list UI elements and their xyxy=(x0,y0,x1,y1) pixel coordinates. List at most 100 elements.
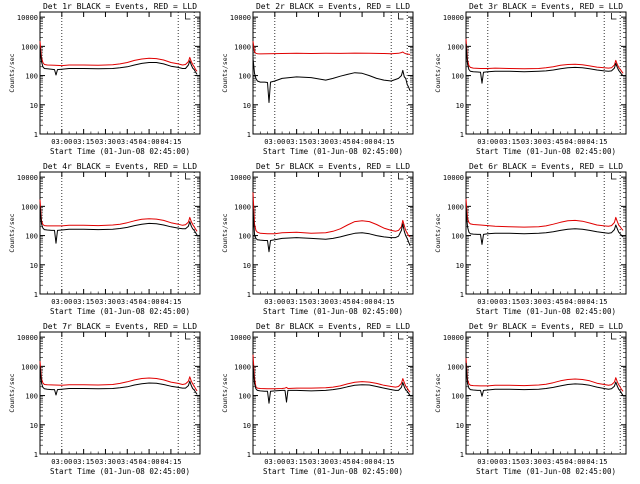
x-tick-label: 03:15 xyxy=(286,458,307,466)
x-tick-label: 04:00 xyxy=(352,138,373,146)
x-tick-label: 03:45 xyxy=(543,458,564,466)
x-tick-label: 04:00 xyxy=(139,458,160,466)
x-tick-label: 03:00 xyxy=(477,138,498,146)
y-tick-label: 1 xyxy=(247,131,251,139)
x-axis-label: Start Time (01-Jun-08 02:45:00) xyxy=(50,307,190,316)
detector-panel-5: Det 5r BLACK = Events, RED = LLD 1 10 100 10… xyxy=(221,162,414,316)
y-tick-label: 1 xyxy=(34,291,38,299)
interval-bracket-mark xyxy=(611,333,617,340)
y-tick-label: 1 xyxy=(34,131,38,139)
detector-panel-7: Det 7r BLACK = Events, RED = LLD 1 10 100 10… xyxy=(8,322,201,476)
x-tick-label: 03:45 xyxy=(117,298,138,306)
detector-panel-9: Det 9r BLACK = Events, RED = LLD 1 10 100 10… xyxy=(434,322,627,476)
y-tick-label: 100 xyxy=(25,233,38,241)
series-line-events xyxy=(252,209,411,253)
x-axis-label: Start Time (01-Jun-08 02:45:00) xyxy=(476,307,616,316)
x-tick-label: 03:45 xyxy=(330,298,351,306)
plot-frame xyxy=(252,11,414,135)
y-tick-label: 1000 xyxy=(447,363,464,371)
detector-panel-1: Det 1r BLACK = Events, RED = LLD 1 10 100 10… xyxy=(8,2,201,156)
x-tick-label: 04:00 xyxy=(565,138,586,146)
y-axis-label: Counts/sec xyxy=(434,373,442,412)
x-tick-label: 03:30 xyxy=(521,298,542,306)
y-tick-label: 10000 xyxy=(230,334,251,342)
y-tick-label: 1 xyxy=(460,291,464,299)
y-tick-label: 10 xyxy=(456,422,464,430)
x-axis-label: Start Time (01-Jun-08 02:45:00) xyxy=(263,307,403,316)
y-tick-label: 1 xyxy=(247,291,251,299)
x-tick-label: 03:15 xyxy=(499,138,520,146)
plot-frame xyxy=(465,331,627,455)
y-tick-label: 10 xyxy=(30,262,38,270)
y-tick-label: 10000 xyxy=(230,14,251,22)
x-tick-label: 03:00 xyxy=(51,458,72,466)
x-axis-label: Start Time (01-Jun-08 02:45:00) xyxy=(50,467,190,476)
detector-panel-3: Det 3r BLACK = Events, RED = LLD 1 10 100 10… xyxy=(434,2,627,156)
x-tick-label: 03:15 xyxy=(499,458,520,466)
x-tick-label: 04:00 xyxy=(565,458,586,466)
y-tick-label: 10 xyxy=(456,102,464,110)
series-line-lld xyxy=(39,41,198,72)
x-tick-label: 03:15 xyxy=(73,138,94,146)
x-tick-label: 04:15 xyxy=(160,458,181,466)
x-tick-label: 03:00 xyxy=(264,458,285,466)
panel-title: Det 9r BLACK = Events, RED = LLD xyxy=(469,322,623,331)
plot-frame xyxy=(252,331,414,455)
x-axis-label: Start Time (01-Jun-08 02:45:00) xyxy=(50,147,190,156)
y-axis-label: Counts/sec xyxy=(221,213,229,252)
y-axis-label: Counts/sec xyxy=(221,373,229,412)
y-tick-label: 100 xyxy=(238,233,251,241)
y-tick-label: 10 xyxy=(456,262,464,270)
interval-bracket-mark xyxy=(185,173,191,180)
x-tick-label: 03:45 xyxy=(330,138,351,146)
x-tick-label: 04:15 xyxy=(586,298,607,306)
series-line-events xyxy=(465,43,624,84)
series-line-lld xyxy=(465,38,624,74)
y-tick-label: 10000 xyxy=(17,14,38,22)
y-tick-label: 100 xyxy=(25,393,38,401)
y-tick-label: 1000 xyxy=(447,203,464,211)
plot-frame xyxy=(39,11,201,135)
x-tick-label: 04:15 xyxy=(373,458,394,466)
y-tick-label: 100 xyxy=(238,73,251,81)
y-axis-label: Counts/sec xyxy=(221,53,229,92)
y-tick-label: 1 xyxy=(34,451,38,459)
y-tick-label: 100 xyxy=(451,393,464,401)
x-tick-label: 03:30 xyxy=(95,298,116,306)
x-tick-label: 03:45 xyxy=(543,138,564,146)
interval-bracket-mark xyxy=(611,173,617,180)
plot-frame xyxy=(39,171,201,295)
interval-bracket-mark xyxy=(185,13,191,20)
series-line-lld xyxy=(465,358,624,392)
series-line-events xyxy=(252,365,411,404)
y-tick-label: 10000 xyxy=(230,174,251,182)
x-tick-label: 03:30 xyxy=(95,458,116,466)
y-tick-label: 10 xyxy=(243,102,251,110)
x-tick-label: 04:15 xyxy=(160,298,181,306)
x-tick-label: 04:15 xyxy=(160,138,181,146)
y-tick-label: 1000 xyxy=(21,363,38,371)
x-tick-label: 04:00 xyxy=(139,298,160,306)
x-tick-label: 03:00 xyxy=(264,138,285,146)
series-line-events xyxy=(252,57,411,103)
x-tick-label: 03:30 xyxy=(521,138,542,146)
x-tick-label: 04:15 xyxy=(586,138,607,146)
plot-frame xyxy=(39,331,201,455)
y-tick-label: 10000 xyxy=(17,334,38,342)
detector-panel-8: Det 8r BLACK = Events, RED = LLD 1 10 100 10… xyxy=(221,322,414,476)
panel-title: Det 8r BLACK = Events, RED = LLD xyxy=(256,322,410,331)
interval-bracket-mark xyxy=(398,333,404,340)
x-tick-label: 04:15 xyxy=(373,138,394,146)
y-tick-label: 100 xyxy=(451,73,464,81)
x-tick-label: 03:15 xyxy=(286,298,307,306)
x-tick-label: 03:45 xyxy=(330,458,351,466)
panel-title: Det 2r BLACK = Events, RED = LLD xyxy=(256,2,410,11)
series-line-events xyxy=(39,366,198,396)
detector-panel-6: Det 6r BLACK = Events, RED = LLD 1 10 100 10… xyxy=(434,162,627,316)
x-tick-label: 04:00 xyxy=(139,138,160,146)
x-tick-label: 03:30 xyxy=(308,138,329,146)
y-axis-label: Counts/sec xyxy=(8,373,16,412)
series-line-events xyxy=(465,362,624,397)
y-axis-label: Counts/sec xyxy=(8,213,16,252)
series-line-lld xyxy=(39,361,198,392)
